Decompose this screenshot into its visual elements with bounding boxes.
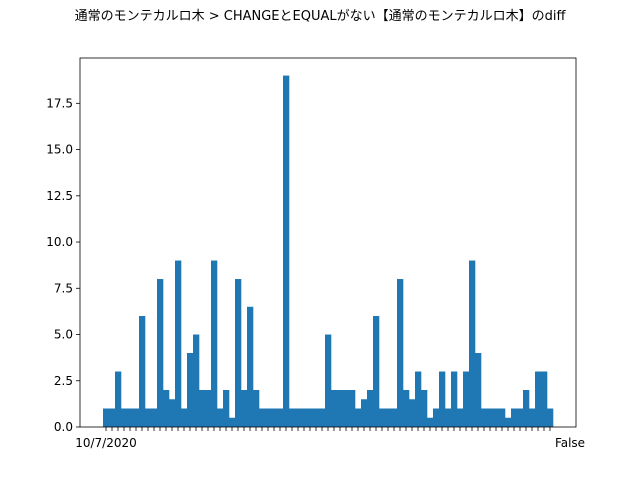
bar [349, 390, 356, 427]
bar [415, 371, 422, 427]
chart-title: 通常のモンテカルロ木 > CHANGEとEQUALがない【通常のモンテカルロ木】… [75, 9, 567, 24]
bar [283, 75, 290, 428]
bar [139, 316, 146, 427]
bar [145, 408, 152, 427]
y-tick-label: 12.5 [46, 189, 73, 203]
bar [307, 408, 314, 427]
bar [193, 334, 200, 427]
bar [295, 408, 302, 427]
bar [433, 408, 440, 427]
bar [529, 408, 536, 427]
bar [379, 408, 386, 427]
bar [175, 260, 182, 427]
y-tick-label: 15.0 [46, 143, 73, 157]
bar [505, 417, 512, 427]
bar [109, 408, 116, 427]
bar [409, 399, 416, 427]
bar [403, 390, 410, 427]
bar [385, 408, 392, 427]
bar [421, 390, 428, 427]
bar [451, 371, 458, 427]
bar [187, 353, 194, 427]
bar [523, 390, 530, 427]
bar [547, 408, 554, 427]
y-tick-label: 7.5 [54, 281, 73, 295]
bar [445, 408, 452, 427]
bar [259, 408, 266, 427]
bar [181, 408, 188, 427]
bar [481, 408, 488, 427]
bar [367, 390, 374, 427]
bar-series [103, 75, 554, 428]
bar [427, 417, 434, 427]
bar [247, 306, 254, 427]
y-axis: 0.0 2.5 5.0 7.5 10.0 12.5 15.0 17.5 [46, 96, 80, 434]
bar [265, 408, 272, 427]
bar [229, 417, 236, 427]
bar [103, 408, 110, 427]
bar [115, 371, 122, 427]
bar [313, 408, 320, 427]
bar [511, 408, 518, 427]
plot-frame [79, 57, 577, 428]
bar [337, 390, 344, 427]
bar [121, 408, 128, 427]
y-tick-label: 0.0 [54, 420, 73, 434]
bar [133, 408, 140, 427]
bar [373, 316, 380, 427]
y-tick-label: 17.5 [46, 96, 73, 110]
x-tick-label-first: 10/7/2020 [75, 436, 137, 450]
bar [223, 390, 230, 427]
bar [517, 408, 524, 427]
bar [475, 353, 482, 427]
bar [211, 260, 218, 427]
bar [289, 408, 296, 427]
bar [457, 408, 464, 427]
bar [235, 279, 242, 427]
bar [439, 371, 446, 427]
y-tick-label: 2.5 [54, 374, 73, 388]
bar [127, 408, 134, 427]
bar [397, 279, 404, 427]
bar [469, 260, 476, 427]
bar [163, 390, 170, 427]
bar [493, 408, 500, 427]
bar [151, 408, 158, 427]
bar [331, 390, 338, 427]
bar [391, 408, 398, 427]
bar [199, 390, 206, 427]
bar [319, 408, 326, 427]
bar [253, 390, 260, 427]
bar [463, 371, 470, 427]
bar [355, 408, 362, 427]
bar [343, 390, 350, 427]
y-tick-label: 10.0 [46, 235, 73, 249]
bar [325, 334, 332, 427]
bar [487, 408, 494, 427]
bar [541, 371, 548, 427]
x-tick-label-last: False [555, 436, 585, 450]
bar [157, 279, 164, 427]
bar [361, 399, 368, 427]
bar [217, 408, 224, 427]
y-tick-label: 5.0 [54, 328, 73, 342]
bar [169, 399, 176, 427]
x-axis: 10/7/2020 False [75, 427, 585, 450]
bar [241, 390, 248, 427]
bar [535, 371, 542, 427]
bar [205, 390, 212, 427]
bar [271, 408, 278, 427]
bar [499, 408, 506, 427]
bar [301, 408, 308, 427]
bar [277, 408, 284, 427]
